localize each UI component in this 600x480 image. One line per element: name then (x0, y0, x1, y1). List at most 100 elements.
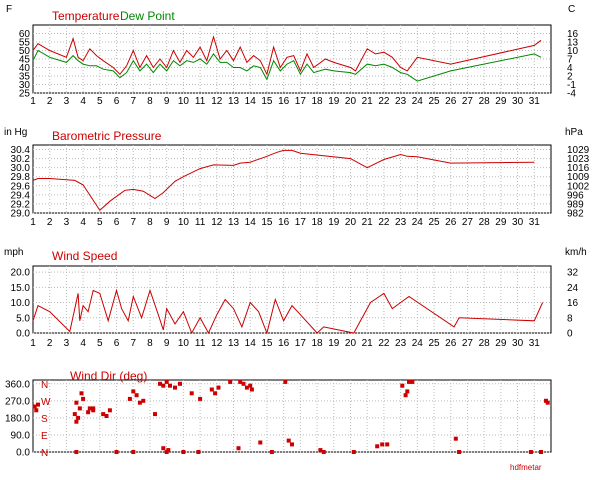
wind-dir-point (137, 400, 142, 405)
wind-dir-point (407, 379, 411, 384)
wind-dir-point (79, 391, 84, 396)
x-tick-label: 30 (512, 96, 524, 107)
x-tick-label: 7 (130, 217, 136, 228)
axis-unit-left: in Hg (4, 127, 27, 138)
y-tick-label-right: 989 (567, 199, 584, 210)
x-tick-label: 29 (495, 96, 507, 107)
wind-dir-point (131, 450, 136, 454)
direction-label: N (41, 448, 48, 459)
x-tick-label: 1 (30, 338, 36, 349)
x-tick-label: 13 (228, 217, 240, 228)
wind-dir-point (72, 412, 77, 417)
wind-dir-point (539, 450, 543, 454)
plot-frame (32, 144, 552, 214)
x-tick-label: 19 (328, 217, 340, 228)
x-tick-label: 31 (529, 217, 541, 228)
x-tick-label: 11 (195, 338, 206, 349)
x-tick-label: 27 (462, 217, 474, 228)
y-tick-label: 30.4 (11, 145, 31, 156)
x-tick-label: 21 (362, 96, 374, 107)
x-tick-label: 22 (378, 338, 390, 349)
wind-dir-point (318, 448, 323, 453)
x-tick-label: 28 (479, 96, 491, 107)
y-tick-label: 29.0 (11, 209, 31, 220)
wind-dir-point (290, 442, 294, 447)
y-tick-label: 5.0 (16, 313, 30, 324)
wind-dir-point (173, 385, 177, 390)
x-tick-label: 24 (412, 217, 424, 228)
x-tick-label: 15 (261, 96, 273, 107)
axis-unit-left: F (6, 4, 12, 15)
x-tick-label: 23 (395, 217, 407, 228)
wind-dir-point (181, 450, 186, 454)
chart-title-2: Dew Point (120, 9, 175, 23)
y-tick-label-right: 1016 (567, 163, 590, 174)
y-tick-label: 60 (19, 29, 31, 40)
wind-dir-point (101, 412, 106, 417)
wind-dir-point (141, 398, 146, 403)
wind-dir-point (216, 385, 221, 390)
x-tick-label: 13 (228, 338, 240, 349)
wind-dir-point (385, 442, 390, 447)
y-tick-label-right: 996 (567, 190, 584, 201)
y-tick-label: 29.8 (11, 172, 31, 183)
axis-unit-right: km/h (565, 247, 587, 258)
wind-dir-point (380, 442, 385, 447)
x-tick-label: 9 (164, 338, 170, 349)
y-tick-label: 20.0 (11, 268, 31, 279)
x-tick-label: 7 (130, 96, 136, 107)
wind-dir-point (228, 379, 233, 384)
y-tick-label: 35 (19, 72, 31, 83)
y-tick-label-right: 4 (567, 63, 573, 74)
y-tick-label-right: 2 (567, 72, 573, 83)
y-tick-label-right: 1009 (567, 172, 590, 183)
x-tick-label: 3 (64, 338, 70, 349)
direction-label: N (41, 380, 48, 391)
chart-title: Barometric Pressure (52, 129, 162, 143)
wind-dir-point (248, 383, 253, 388)
x-tick-label: 11 (195, 217, 206, 228)
x-tick-label: 10 (178, 338, 190, 349)
y-tick-label-right: 13 (567, 38, 579, 49)
wind-dir-point (76, 415, 81, 420)
x-tick-label: 3 (64, 96, 70, 107)
y-tick-label: 29.6 (11, 181, 31, 192)
wind-dir-point (36, 402, 40, 407)
x-tick-label: 12 (211, 338, 223, 349)
x-tick-label: 27 (462, 96, 474, 107)
x-tick-label: 4 (80, 338, 86, 349)
y-tick-label: 15.0 (11, 283, 31, 294)
x-tick-label: 2 (47, 217, 53, 228)
y-tick-label-right: -1 (567, 80, 576, 91)
x-tick-label: 1 (30, 96, 36, 107)
plot-frame (32, 265, 552, 334)
wind-dir-point (189, 391, 194, 396)
wind-dir-point (158, 381, 162, 386)
wind-dir-point (258, 440, 263, 445)
wind-dir-point (236, 446, 241, 451)
x-tick-label: 17 (295, 338, 307, 349)
y-tick-label-right: 10 (567, 46, 579, 57)
wind-dir-point (161, 446, 166, 451)
x-tick-label: 25 (428, 338, 440, 349)
y-tick-label: 40 (19, 63, 31, 74)
x-tick-label: 31 (529, 96, 541, 107)
y-tick-label: 29.2 (11, 199, 31, 210)
x-tick-label: 9 (164, 96, 170, 107)
x-tick-label: 26 (445, 96, 457, 107)
wind-dir-point (410, 379, 415, 384)
y-tick-label: 30.0 (11, 163, 31, 174)
wind-dir-point (178, 381, 182, 386)
wind-dir-point (114, 450, 119, 454)
y-tick-label: 30 (19, 80, 31, 91)
x-tick-label: 17 (295, 217, 307, 228)
y-tick-label: 360.0 (5, 379, 30, 390)
wind-dir-point (244, 385, 249, 390)
x-tick-label: 5 (97, 217, 103, 228)
y-tick-label-right: 0 (567, 329, 573, 340)
wind-dir-point (269, 450, 274, 454)
x-tick-label: 20 (345, 338, 357, 349)
direction-label: S (41, 414, 48, 425)
x-tick-label: 17 (295, 96, 307, 107)
x-tick-label: 12 (211, 217, 223, 228)
